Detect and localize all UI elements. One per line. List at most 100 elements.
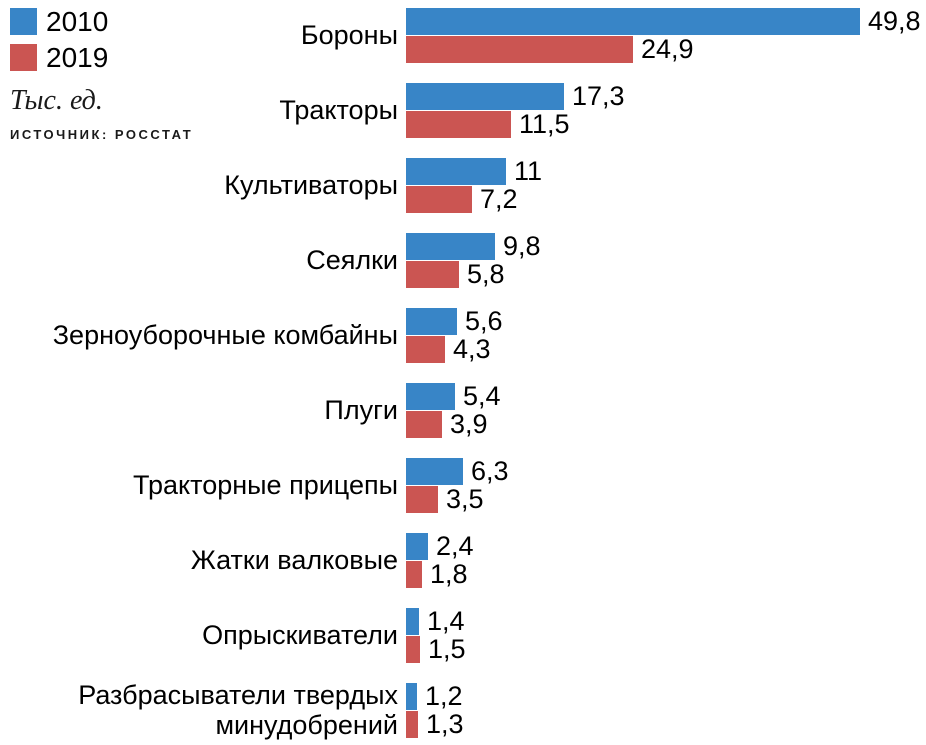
bar-2010 xyxy=(406,458,463,485)
value-label-2010: 9,8 xyxy=(503,231,541,261)
legend-item-2019: 2019 xyxy=(10,42,193,73)
value-label-2010: 5,6 xyxy=(465,306,503,336)
value-label-2010: 2,4 xyxy=(436,531,474,561)
value-label-2019: 1,8 xyxy=(430,559,468,589)
bar-line-2019: 1,3 xyxy=(406,711,926,738)
bar-line-2010: 49,8 xyxy=(406,8,926,35)
legend-label-2019: 2019 xyxy=(46,42,109,73)
bar-2019 xyxy=(406,36,633,63)
category-label: Тракторные прицепы xyxy=(133,469,398,500)
bar-pair: 17,3 11,5 xyxy=(406,83,926,138)
bar-group: Опрыскиватели 1,4 1,5 xyxy=(0,608,926,663)
bar-pair: 5,6 4,3 xyxy=(406,308,926,363)
bar-group: Тракторы 17,3 11,5 xyxy=(0,83,926,138)
bar-line-2019: 24,9 xyxy=(406,36,926,63)
bar-pair: 1,4 1,5 xyxy=(406,608,926,663)
category-label: Жатки валковые xyxy=(190,544,398,575)
category-label: Опрыскиватели xyxy=(202,619,398,650)
legend-swatch-2010-icon xyxy=(10,8,37,35)
bar-line-2019: 1,5 xyxy=(406,636,926,663)
bar-line-2019: 1,8 xyxy=(406,561,926,588)
bar-2019 xyxy=(406,186,472,213)
value-label-2019: 3,9 xyxy=(450,409,488,439)
bar-2010 xyxy=(406,83,564,110)
bar-group: Сеялки 9,8 5,8 xyxy=(0,233,926,288)
bar-line-2010: 1,2 xyxy=(406,683,926,710)
legend-item-2010: 2010 xyxy=(10,6,193,37)
bar-2019 xyxy=(406,411,442,438)
value-label-2019: 1,5 xyxy=(428,634,466,664)
value-label-2019: 5,8 xyxy=(467,259,505,289)
category-label: Сеялки xyxy=(306,244,398,275)
bar-line-2010: 5,6 xyxy=(406,308,926,335)
category-label: Плуги xyxy=(324,394,398,425)
category-label: Культиваторы xyxy=(224,169,398,200)
bar-rows: Бороны 49,8 24,9 Тракторы 17,3 11,5 Культивато… xyxy=(0,8,926,745)
legend: 2010 2019 Тыс. ед. ИСТОЧНИК: РОССТАТ xyxy=(10,8,193,142)
bar-line-2019: 3,9 xyxy=(406,411,926,438)
bar-2010 xyxy=(406,608,419,635)
bar-line-2010: 5,4 xyxy=(406,383,926,410)
value-label-2019: 4,3 xyxy=(453,334,491,364)
bar-line-2010: 9,8 xyxy=(406,233,926,260)
bar-2010 xyxy=(406,8,860,35)
bar-2010 xyxy=(406,158,506,185)
category-label: Разбрасыватели твердых минудобрений xyxy=(78,679,398,740)
category-label: Зерноуборочные комбайны xyxy=(52,319,398,350)
value-label-2019: 11,5 xyxy=(519,109,570,139)
bar-line-2010: 2,4 xyxy=(406,533,926,560)
bar-group: Плуги 5,4 3,9 xyxy=(0,383,926,438)
bar-pair: 49,8 24,9 xyxy=(406,8,926,63)
bar-line-2010: 6,3 xyxy=(406,458,926,485)
bar-2019 xyxy=(406,711,418,738)
value-label-2010: 6,3 xyxy=(471,456,509,486)
value-label-2019: 7,2 xyxy=(480,184,518,214)
bar-line-2019: 3,5 xyxy=(406,486,926,513)
bar-2010 xyxy=(406,683,417,710)
category-label: Бороны xyxy=(300,19,398,50)
bar-line-2010: 1,4 xyxy=(406,608,926,635)
source-label: ИСТОЧНИК: РОССТАТ xyxy=(10,127,194,142)
value-label-2010: 5,4 xyxy=(463,381,501,411)
bar-2010 xyxy=(406,533,428,560)
bar-line-2019: 7,2 xyxy=(406,186,926,213)
bar-2010 xyxy=(406,308,457,335)
bar-2010 xyxy=(406,233,495,260)
bar-group: Зерноуборочные комбайны 5,6 4,3 xyxy=(0,308,926,363)
bar-group: Бороны 49,8 24,9 xyxy=(0,8,926,63)
bar-line-2019: 11,5 xyxy=(406,111,926,138)
bar-pair: 1,2 1,3 xyxy=(406,683,926,738)
bar-pair: 5,4 3,9 xyxy=(406,383,926,438)
bar-2019 xyxy=(406,561,422,588)
bar-line-2010: 17,3 xyxy=(406,83,926,110)
bar-group: Тракторные прицепы 6,3 3,5 xyxy=(0,458,926,513)
units-label: Тыс. ед. xyxy=(10,85,103,116)
bar-2019 xyxy=(406,486,438,513)
bar-line-2019: 4,3 xyxy=(406,336,926,363)
value-label-2010: 17,3 xyxy=(572,81,625,111)
bar-2010 xyxy=(406,383,455,410)
legend-label-2010: 2010 xyxy=(46,6,109,37)
value-label-2010: 49,8 xyxy=(868,6,921,36)
value-label-2019: 24,9 xyxy=(641,34,694,64)
bar-pair: 11 7,2 xyxy=(406,158,926,213)
value-label-2010: 1,2 xyxy=(425,681,463,711)
bar-line-2019: 5,8 xyxy=(406,261,926,288)
bar-line-2010: 11 xyxy=(406,158,926,185)
value-label-2019: 1,3 xyxy=(426,709,464,739)
value-label-2010: 11 xyxy=(514,156,543,186)
bar-2019 xyxy=(406,336,445,363)
bar-pair: 2,4 1,8 xyxy=(406,533,926,588)
value-label-2010: 1,4 xyxy=(427,606,465,636)
bar-pair: 9,8 5,8 xyxy=(406,233,926,288)
bar-pair: 6,3 3,5 xyxy=(406,458,926,513)
bar-group: Культиваторы 11 7,2 xyxy=(0,158,926,213)
bar-2019 xyxy=(406,636,420,663)
bar-group: Жатки валковые 2,4 1,8 xyxy=(0,533,926,588)
legend-swatch-2019-icon xyxy=(10,44,37,71)
category-label: Тракторы xyxy=(279,94,398,125)
bar-group: Разбрасыватели твердых минудобрений 1,2 1,… xyxy=(0,679,926,740)
bar-2019 xyxy=(406,111,511,138)
value-label-2019: 3,5 xyxy=(446,484,484,514)
